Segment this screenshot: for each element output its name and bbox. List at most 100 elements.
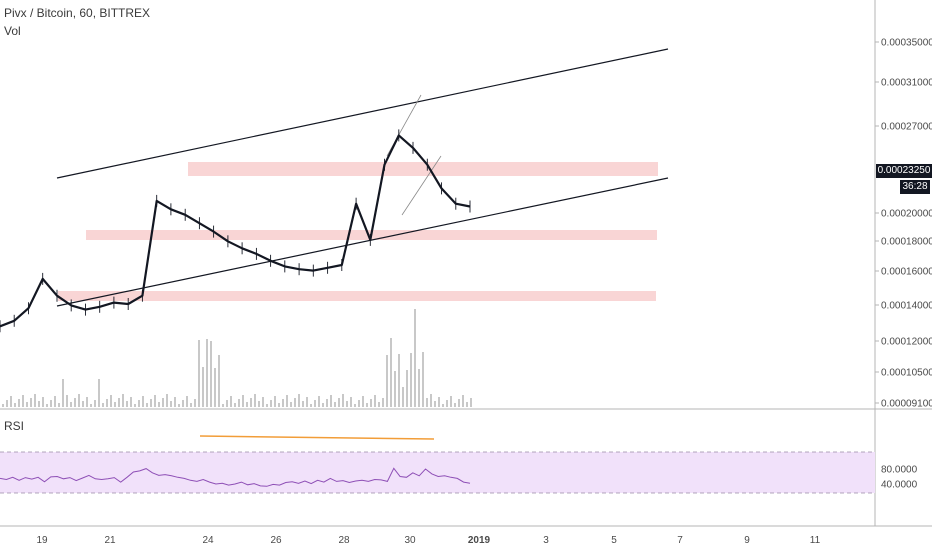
time-tick-label: 2019 <box>468 535 491 546</box>
volume-bar <box>258 401 260 407</box>
volume-bar <box>18 399 20 407</box>
volume-bar <box>154 395 156 407</box>
volume-bar <box>282 399 284 407</box>
price-tick-label: 0.00014000 <box>881 301 932 312</box>
volume-bar <box>162 398 164 407</box>
time-axis-ticks: 19 21 24 26 28 30 2019 3 5 7 9 11 <box>36 535 820 546</box>
volume-bar <box>178 404 180 407</box>
volume-bar <box>414 309 416 407</box>
volume-bar <box>46 404 48 407</box>
volume-bar <box>150 399 152 407</box>
volume-bar <box>158 402 160 407</box>
volume-bar <box>290 402 292 407</box>
volume-bar <box>186 396 188 407</box>
volume-bar <box>430 394 432 407</box>
volume-bar <box>82 401 84 407</box>
volume-bar <box>166 394 168 407</box>
volume-bar <box>246 402 248 407</box>
volume-bar <box>302 401 304 407</box>
volume-bar <box>206 339 208 407</box>
volume-bar <box>2 404 4 407</box>
volume-bar <box>266 404 268 407</box>
price-tick-label: 0.00018000 <box>881 237 932 248</box>
volume-bar <box>182 400 184 407</box>
volume-bar <box>278 403 280 407</box>
time-tick-label: 30 <box>404 535 416 546</box>
volume-bar <box>374 395 376 407</box>
volume-bars <box>2 309 472 407</box>
volume-bar <box>298 394 300 407</box>
time-tick-label: 19 <box>36 535 48 546</box>
volume-bar <box>470 398 472 407</box>
volume-bar <box>106 399 108 407</box>
volume-bar <box>346 401 348 407</box>
volume-bar <box>382 398 384 407</box>
volume-bar <box>146 403 148 407</box>
volume-bar <box>310 404 312 407</box>
rsi-tick-label: 40.0000 <box>881 480 918 491</box>
volume-bar <box>90 404 92 407</box>
volume-bar <box>334 402 336 407</box>
volume-bar <box>194 399 196 407</box>
volume-bar <box>354 404 356 407</box>
volume-bar <box>86 397 88 407</box>
volume-bar <box>134 404 136 407</box>
small-channel-right[interactable] <box>401 155 442 216</box>
time-tick-label: 3 <box>543 535 549 546</box>
volume-bar <box>102 403 104 407</box>
channel-upper-line[interactable] <box>56 48 669 179</box>
volume-bar <box>294 398 296 407</box>
price-tick-label: 0.00009100 <box>881 399 932 410</box>
volume-bar <box>350 397 352 407</box>
volume-bar <box>126 401 128 407</box>
volume-bar <box>26 402 28 407</box>
volume-bar <box>202 367 204 407</box>
volume-bar <box>78 394 80 407</box>
time-tick-label: 28 <box>338 535 350 546</box>
bar-countdown-badge: 36:28 <box>900 180 930 194</box>
volume-bar <box>22 395 24 407</box>
volume-bar <box>262 397 264 407</box>
volume-bar <box>54 396 56 407</box>
volume-bar <box>286 395 288 407</box>
rsi-trend-line[interactable] <box>199 435 435 440</box>
volume-bar <box>394 371 396 407</box>
channel-lower-line[interactable] <box>56 177 669 307</box>
volume-bar <box>62 379 64 407</box>
volume-bar <box>66 395 68 407</box>
volume-bar <box>466 402 468 407</box>
volume-bar <box>426 398 428 407</box>
volume-bar <box>210 341 212 407</box>
time-tick-label: 21 <box>104 535 116 546</box>
price-tick-label: 0.00027000 <box>881 122 932 133</box>
volume-bar <box>406 370 408 407</box>
volume-bar <box>438 397 440 407</box>
price-line <box>0 134 471 328</box>
current-price-badge: 0.00023250 <box>876 164 932 178</box>
price-tick-label: 0.00012000 <box>881 337 932 348</box>
time-tick-label: 5 <box>611 535 617 546</box>
volume-bar <box>254 394 256 407</box>
volume-bar <box>454 403 456 407</box>
volume-bar <box>198 340 200 407</box>
volume-bar <box>174 397 176 407</box>
volume-bar <box>6 400 8 407</box>
volume-bar <box>42 397 44 407</box>
rsi-indicator-label: RSI <box>4 419 25 433</box>
volume-bar <box>326 399 328 407</box>
volume-bar <box>314 400 316 407</box>
volume-bar <box>30 398 32 407</box>
volume-bar <box>94 400 96 407</box>
volume-bar <box>366 403 368 407</box>
volume-bar <box>110 395 112 407</box>
volume-bar <box>342 394 344 407</box>
volume-bar <box>322 403 324 407</box>
volume-bar <box>270 400 272 407</box>
volume-bar <box>410 353 412 407</box>
volume-bar <box>98 379 100 407</box>
volume-bar <box>390 338 392 407</box>
volume-bar <box>190 403 192 407</box>
volume-bar <box>378 402 380 407</box>
time-tick-label: 26 <box>270 535 282 546</box>
